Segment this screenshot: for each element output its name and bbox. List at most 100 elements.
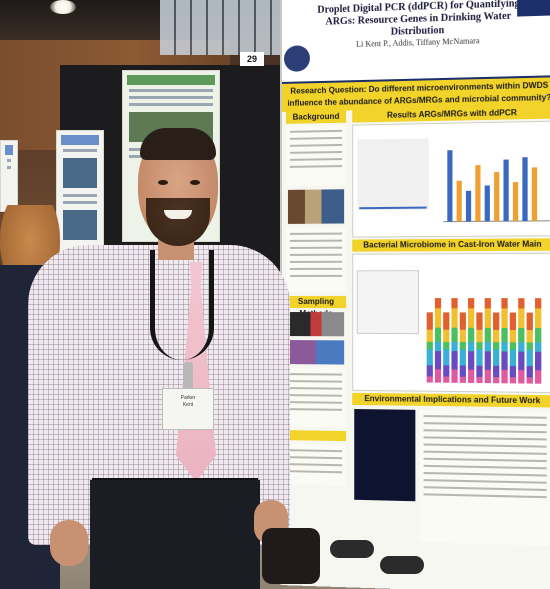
poster-stacked-segment	[493, 312, 499, 329]
poster-stacked-segment	[451, 351, 457, 369]
poster-stacked-segment	[468, 308, 474, 327]
poster-stacked-segment	[443, 349, 449, 365]
badge-line-2: Kent	[163, 402, 213, 409]
poster-bar	[494, 172, 499, 221]
section-heading-methods: Sampling Methods	[286, 296, 346, 308]
ddpcr-bar-chart	[353, 122, 550, 237]
poster-stacked-segment	[427, 330, 433, 342]
man-left-eye	[158, 180, 168, 185]
poster-bar	[466, 191, 471, 222]
poster-stacked-segment	[493, 349, 499, 365]
poster-stacked-segment	[443, 312, 449, 329]
poster-stacked-segment	[476, 342, 482, 349]
chart-bars-group	[447, 149, 537, 222]
background-text	[286, 125, 346, 186]
poster-stacked-segment	[427, 349, 433, 365]
poster-stacked-segment	[468, 328, 474, 342]
poster-stacked-segment	[427, 342, 433, 349]
dark-micrograph-image	[354, 409, 415, 501]
poster-bar	[503, 160, 508, 222]
poster-stacked-segment	[435, 369, 441, 382]
background-text-2	[286, 228, 346, 292]
poster-stacked-segment	[518, 342, 524, 351]
poster-stacked-segment	[527, 366, 533, 377]
methods-photos	[288, 312, 344, 336]
poster-stacked-segment	[485, 308, 491, 327]
poster-stacked-segment	[527, 313, 533, 331]
ceiling-light	[50, 0, 76, 14]
poster-stacked-segment	[501, 370, 507, 383]
microbiome-stacked-bars	[427, 298, 542, 384]
poster-stacked-segment	[443, 365, 449, 376]
poster-stacked-segment	[435, 342, 441, 351]
poster-stacked-segment	[535, 342, 541, 351]
poster-stacked-segment	[485, 370, 491, 383]
poster-stacked-segment	[535, 352, 541, 371]
chart-left-placeholder	[357, 138, 428, 210]
poster-stacked-segment	[493, 330, 499, 342]
poster-stacked-segment	[476, 312, 482, 329]
poster-header: Droplet Digital PCR (ddPCR) for Quantify…	[282, 0, 550, 84]
poster-stacked-segment	[460, 342, 466, 349]
poster-stacked-segment	[510, 342, 516, 349]
poster-stacked-segment	[460, 349, 466, 365]
poster-stacked-segment	[493, 377, 499, 383]
poster-stacked-segment	[476, 330, 482, 342]
implications-text	[419, 410, 550, 546]
poster-stacked-segment	[435, 351, 441, 369]
background-photos	[288, 189, 344, 224]
microbiome-stacked-chart	[353, 254, 550, 392]
poster-stacked-segment	[468, 298, 474, 308]
lanyard	[150, 250, 214, 360]
poster-stacked-segment	[518, 298, 524, 308]
board-number-label: 29	[240, 52, 264, 66]
poster-stacked-segment	[518, 370, 524, 383]
poster-stacked-segment	[485, 328, 491, 342]
poster-stacked-segment	[476, 349, 482, 365]
poster-stacked-segment	[501, 342, 507, 351]
man-left-hand	[50, 520, 88, 566]
poster-stacked-segment	[476, 366, 482, 377]
poster-stacked-segment	[435, 328, 441, 342]
poster-stacked-segment	[485, 342, 491, 351]
ddpcr-bar-chart-panel	[352, 121, 550, 238]
methods-diagram	[288, 340, 344, 364]
poster-stacked-segment	[468, 351, 474, 369]
poster-stacked-segment	[451, 370, 457, 383]
poster-stacked-segment	[510, 349, 516, 365]
poster-stacked-segment	[518, 308, 524, 328]
background-poster-left-edge	[0, 140, 18, 212]
shoe-right	[380, 556, 424, 574]
poster-stacked-segment	[468, 370, 474, 383]
shoe-left	[330, 540, 374, 558]
poster-stacked-segment	[501, 298, 507, 308]
poster-stacked-segment	[527, 350, 533, 367]
methods-text	[286, 368, 346, 427]
name-badge: Parker Kent	[162, 388, 214, 430]
poster-stacked-segment	[435, 308, 441, 327]
poster-bar	[475, 165, 480, 221]
poster-stacked-segment	[535, 328, 541, 342]
poster-stacked-segment	[510, 313, 516, 330]
poster-stacked-segment	[468, 342, 474, 351]
poster-stacked-segment	[510, 366, 516, 377]
backpack-on-floor	[262, 528, 320, 584]
dark-pants	[90, 480, 260, 589]
poster-stacked-segment	[435, 298, 441, 308]
poster-stacked-segment	[501, 351, 507, 370]
poster-stacked-segment	[501, 328, 507, 342]
poster-stacked-segment	[476, 377, 482, 383]
man-right-eye	[190, 180, 200, 185]
window-band	[160, 0, 300, 55]
poster-stacked-segment	[460, 312, 466, 329]
poster-stacked-segment	[451, 342, 457, 351]
poster-stacked-segment	[485, 298, 491, 308]
poster-title: Droplet Digital PCR (ddPCR) for Quantify…	[316, 0, 521, 41]
poster-stacked-segment	[527, 330, 533, 342]
section-heading-left-bottom	[286, 430, 346, 441]
section-heading-background: Background	[286, 111, 346, 124]
poster-stacked-segment	[427, 376, 433, 382]
badge-line-1: Parker	[163, 395, 213, 402]
poster-stacked-segment	[493, 342, 499, 349]
poster-stacked-segment	[460, 330, 466, 342]
